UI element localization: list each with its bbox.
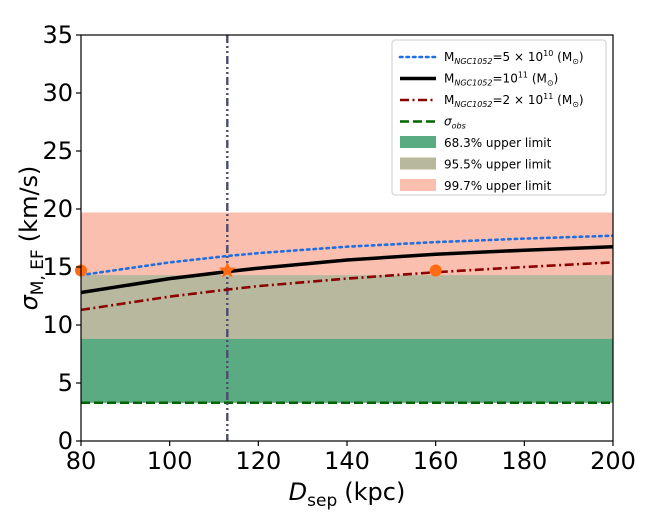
series-line-0 — [81, 234, 613, 277]
legend-label-4: 68.3% upper limit — [444, 136, 552, 150]
legend-label-5: 95.5% upper limit — [444, 158, 552, 172]
marker-star-2 — [218, 261, 236, 278]
x-tick-label-4: 160 — [413, 447, 459, 475]
y-tick-label-1: 5 — [58, 369, 73, 397]
x-axis-ticks: 80 100 120 140 160 180 200 — [66, 441, 636, 475]
y-axis-ticks: 0 5 10 15 20 25 30 35 — [42, 21, 81, 455]
legend-label-1: MNGC1052=1011 (M⊙) — [444, 71, 558, 88]
band-2 — [81, 338, 613, 403]
legend-box — [391, 39, 607, 196]
y-axis-label: σM, EF (km/s) — [15, 166, 48, 311]
x-tick-label-0: 80 — [66, 447, 97, 475]
y-tick-label-6: 30 — [42, 79, 73, 107]
x-axis-unit: (kpc) — [344, 478, 405, 506]
confidence-bands — [81, 212, 613, 403]
marker-circle-1 — [429, 264, 442, 277]
y-axis-unit: (km/s) — [15, 166, 43, 243]
x-tick-label-6: 200 — [590, 447, 636, 475]
x-tick-label-3: 140 — [324, 447, 370, 475]
y-tick-label-4: 20 — [42, 195, 73, 223]
legend-swatch-5 — [400, 157, 436, 170]
series-line-1 — [81, 244, 613, 295]
mass-series-curves — [81, 234, 613, 312]
legend-label-6: 99.7% upper limit — [444, 179, 552, 193]
legend-label-0: MNGC1052=5 × 1010 (M⊙) — [444, 49, 584, 66]
y-axis-symbol: σ — [15, 294, 43, 310]
x-tick-label-5: 180 — [501, 447, 547, 475]
legend-swatch-4 — [400, 136, 436, 148]
x-axis-label: Dsep (kpc) — [289, 478, 406, 511]
x-tick-label-2: 120 — [235, 447, 281, 475]
legend: MNGC1052=5 × 1010 (M⊙) MNGC1052=1011 (M⊙)… — [391, 39, 607, 196]
legend-label-2: MNGC1052=2 × 1011 (M⊙) — [444, 92, 584, 109]
legend-label-3: σobs — [444, 115, 466, 131]
legend-swatch-6 — [400, 179, 436, 191]
x-axis-subscript: sep — [307, 491, 337, 511]
y-tick-label-3: 15 — [42, 253, 73, 281]
x-tick-label-1: 100 — [147, 447, 193, 475]
y-axis-subscript: M, EF — [28, 249, 48, 295]
y-tick-label-7: 35 — [42, 21, 73, 49]
x-axis-symbol: D — [289, 478, 307, 506]
series-line-2 — [81, 261, 613, 312]
y-tick-label-2: 10 — [42, 311, 73, 339]
y-tick-label-5: 25 — [42, 137, 73, 165]
y-tick-label-0: 0 — [58, 427, 73, 455]
